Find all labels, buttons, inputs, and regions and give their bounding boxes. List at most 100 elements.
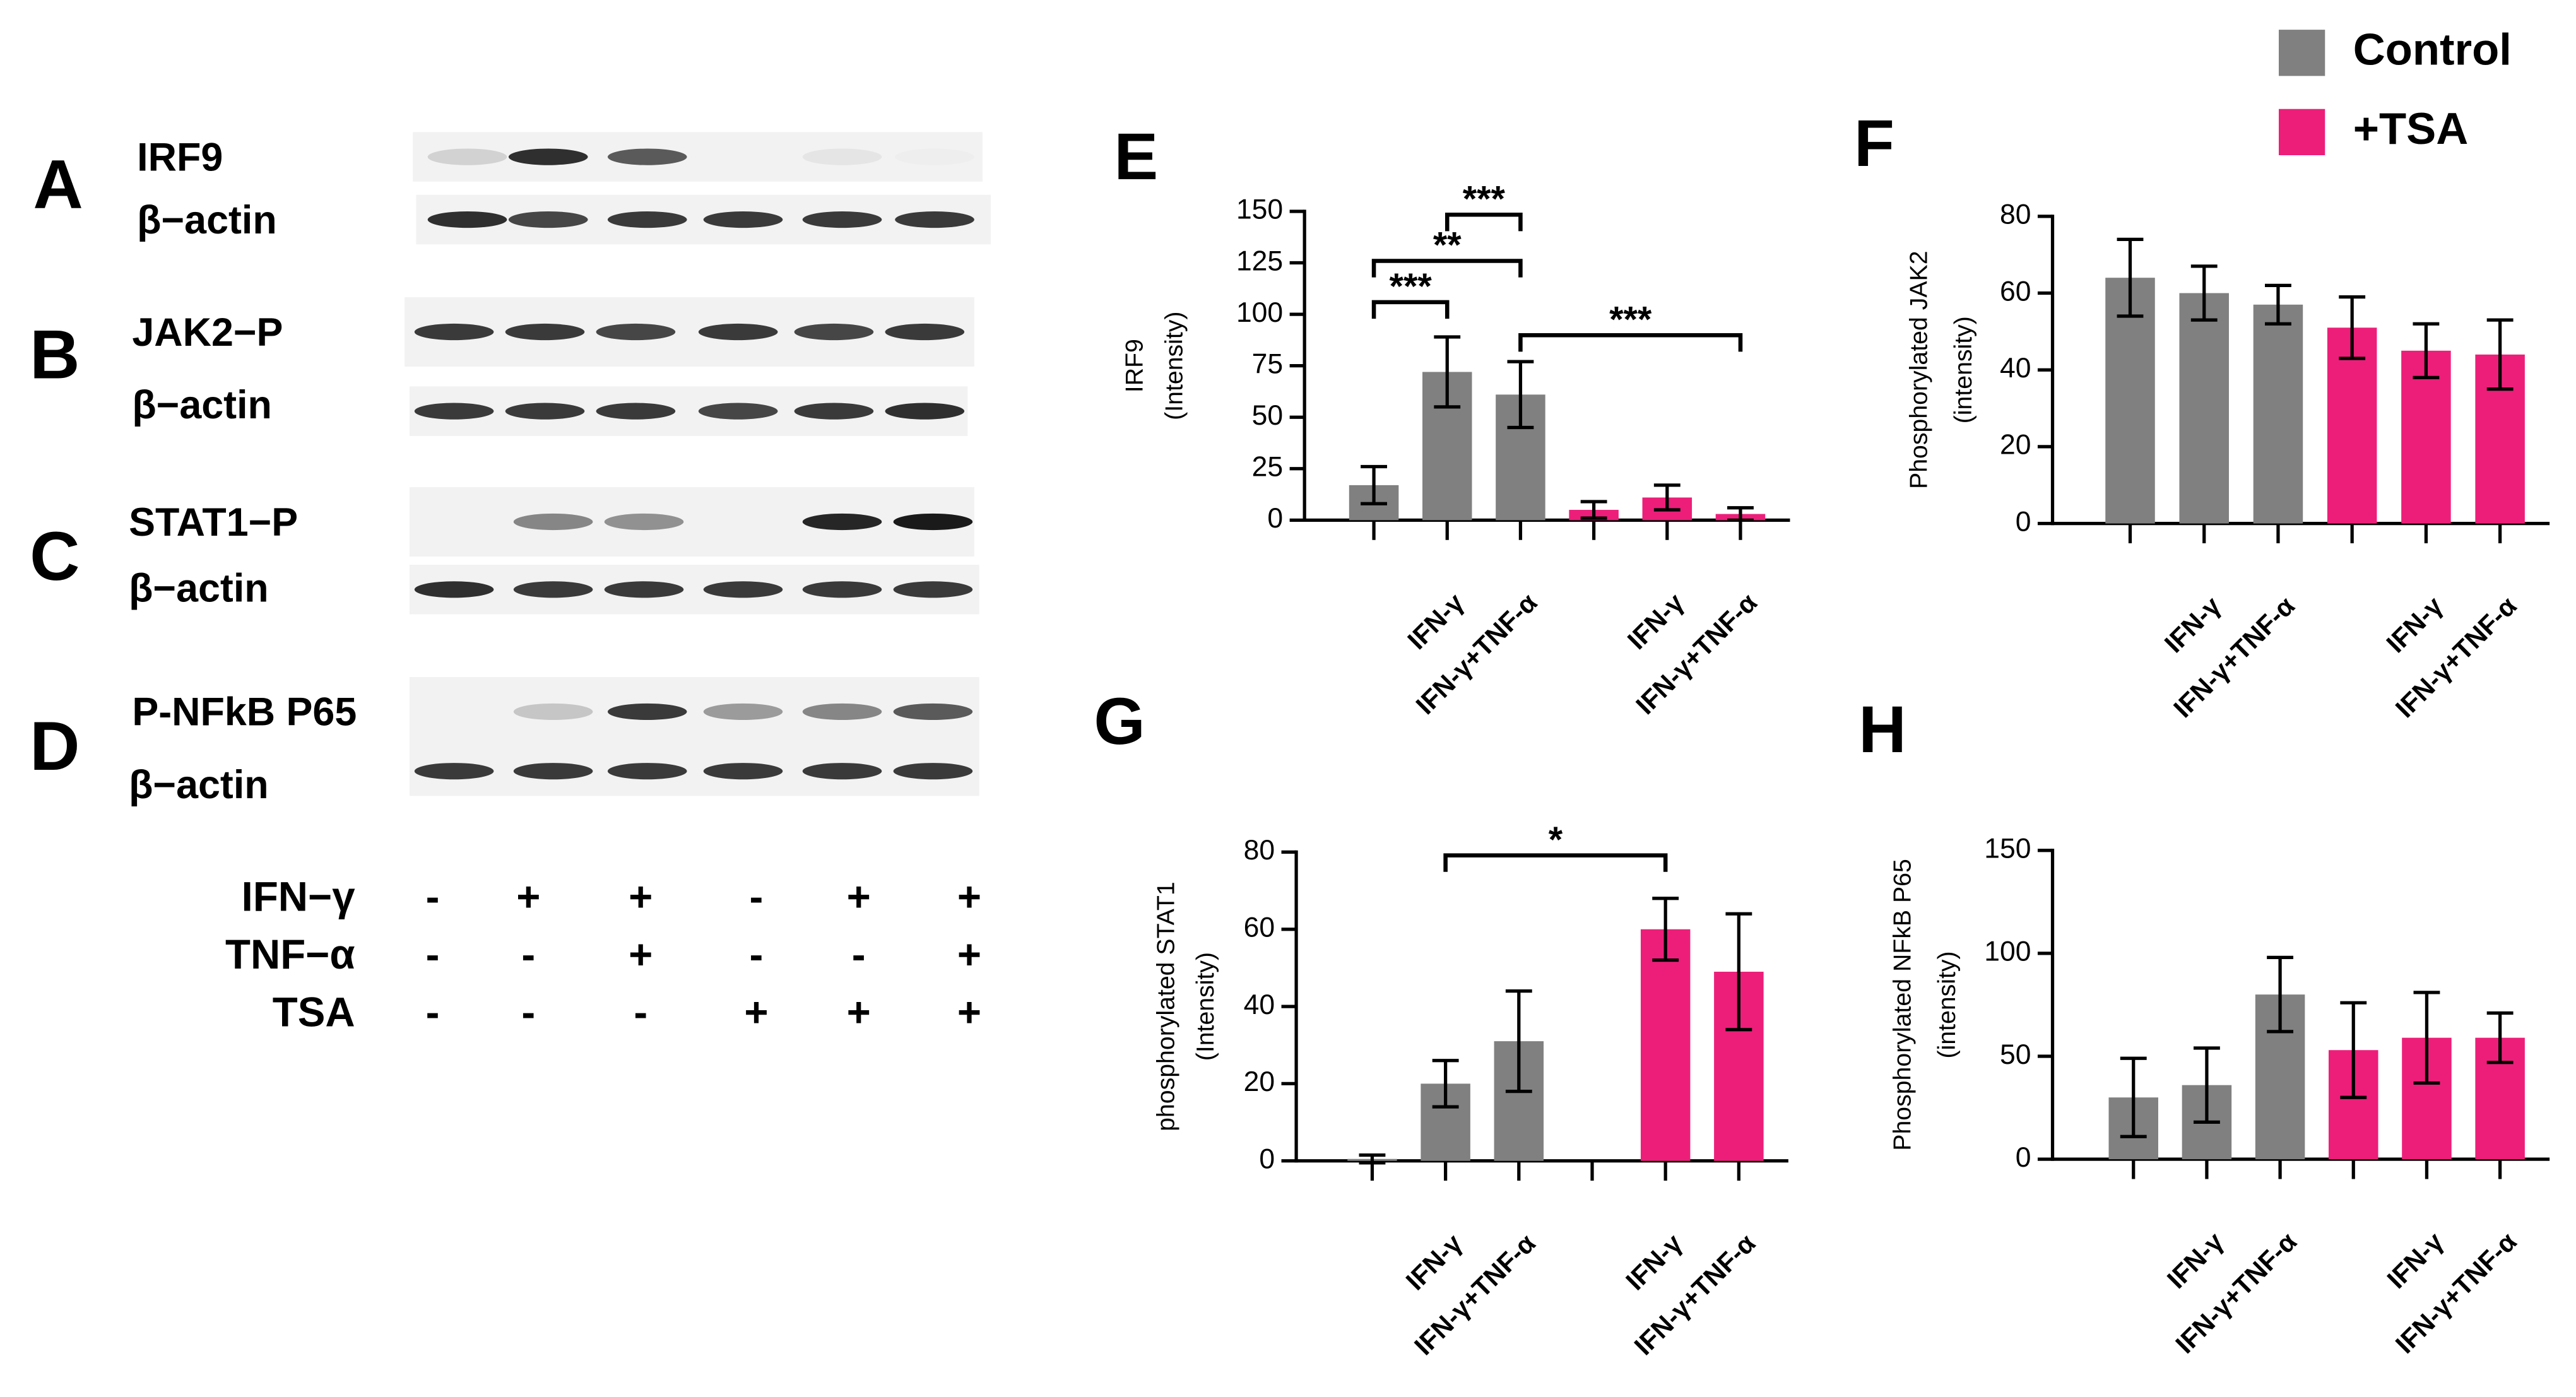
blot-band <box>703 703 783 721</box>
blot-band <box>893 763 973 780</box>
treatment-name: IFN−γ <box>242 874 356 920</box>
treatment-sign: + <box>516 874 540 920</box>
blot-band <box>513 703 593 721</box>
significance-label: * <box>1549 820 1563 860</box>
band-label: β−actin <box>137 198 277 242</box>
panel-letter: A <box>33 146 83 223</box>
blot-band <box>607 211 687 228</box>
treatment-sign: - <box>750 931 764 977</box>
treatment-sign: + <box>629 874 653 920</box>
bar <box>2327 327 2377 524</box>
blot-band <box>604 581 684 598</box>
legend-swatch <box>2279 30 2325 76</box>
panel-letter: C <box>30 518 80 595</box>
error-bar <box>1361 464 1387 505</box>
error-bar <box>2193 1046 2220 1124</box>
panel-letter: H <box>1858 693 1906 767</box>
treatment-sign: - <box>426 989 440 1035</box>
blot-strip <box>409 386 968 436</box>
error-bar <box>2120 1056 2147 1138</box>
x-tick-label: IFN-γ <box>2380 591 2449 659</box>
significance-bracket <box>1371 259 1523 278</box>
y-tick-label: 40 <box>1244 989 1275 1020</box>
treatment-sign: + <box>957 989 981 1035</box>
blot-band <box>508 148 588 165</box>
blot-band <box>596 323 676 341</box>
y-axis-label: IRF9 <box>1121 339 1149 392</box>
error-bar <box>1434 335 1461 409</box>
blot-band <box>794 323 874 341</box>
error-bar <box>2267 955 2294 1034</box>
blot-band <box>604 513 684 531</box>
treatment-name: TNF−α <box>225 931 355 977</box>
y-axis-label: (intensity) <box>1933 951 1961 1058</box>
significance-label: *** <box>1463 179 1506 219</box>
x-tick-label: IFN-γ <box>1622 587 1690 655</box>
blot-band <box>607 703 687 721</box>
significance-bracket <box>1371 300 1450 319</box>
legend-label: +TSA <box>2353 103 2469 153</box>
y-axis-label: phosphorylated STAT1 <box>1152 881 1179 1131</box>
blot-band <box>427 211 507 228</box>
error-bar <box>1652 897 1679 962</box>
treatment-sign: - <box>426 931 440 977</box>
y-axis-label: (Intensity) <box>1160 312 1188 420</box>
panel-letter: D <box>30 708 80 785</box>
band-label: β−actin <box>129 763 269 807</box>
treatment-sign: + <box>847 874 871 920</box>
blot-band <box>893 703 973 721</box>
blot-band <box>802 581 882 598</box>
x-tick-label: IFN-γ <box>2159 591 2227 659</box>
blot-strip <box>409 676 979 746</box>
y-tick-label: 75 <box>1252 348 1283 379</box>
x-tick-label: IFN-γ <box>1400 1228 1468 1296</box>
blot-band <box>802 513 882 531</box>
treatment-sign: + <box>629 931 653 977</box>
bar <box>2179 293 2229 524</box>
blot-band <box>414 581 494 598</box>
y-axis-label: Phosphorylated JAK2 <box>1905 251 1933 489</box>
panel-letter: G <box>1094 685 1145 758</box>
y-tick-label: 100 <box>1984 936 2031 967</box>
blot-strip <box>413 132 983 182</box>
treatment-sign: - <box>426 874 440 920</box>
y-tick-label: 50 <box>2000 1039 2031 1070</box>
treatment-sign: + <box>744 989 768 1035</box>
blot-band <box>414 323 494 341</box>
error-bar <box>2340 1001 2367 1099</box>
error-bar <box>1505 989 1532 1093</box>
panel-letter: E <box>1114 120 1158 194</box>
y-tick-label: 125 <box>1236 245 1283 276</box>
error-bar <box>2190 264 2218 322</box>
y-tick-label: 0 <box>1267 503 1283 534</box>
y-tick-label: 150 <box>1984 834 2031 864</box>
blot-band <box>802 148 882 165</box>
treatment-sign: - <box>852 931 866 977</box>
blot-band <box>802 763 882 780</box>
y-tick-label: 0 <box>2016 1142 2031 1173</box>
blot-strip <box>409 487 974 557</box>
y-tick-label: 60 <box>1244 912 1275 943</box>
error-bar <box>2486 318 2514 391</box>
blot-band <box>703 763 783 780</box>
y-tick-label: 40 <box>2000 353 2031 384</box>
bar <box>1640 929 1691 1161</box>
error-bar <box>1653 483 1681 512</box>
blot-band <box>508 211 588 228</box>
legend-swatch <box>2279 109 2325 155</box>
blot-band <box>505 323 585 341</box>
panel-letter: B <box>30 317 80 394</box>
blot-band <box>893 581 973 598</box>
error-bar <box>1432 1059 1459 1109</box>
blot-band <box>607 763 687 780</box>
blot-band <box>698 403 778 420</box>
error-bar <box>2413 991 2440 1085</box>
blot-strip <box>405 297 974 367</box>
error-bar <box>2265 283 2291 326</box>
blot-strip <box>409 746 979 796</box>
blot-band <box>802 703 882 721</box>
blot-band <box>794 403 874 420</box>
treatment-sign: - <box>750 874 764 920</box>
significance-label: *** <box>1390 266 1433 307</box>
blot-band <box>698 323 778 341</box>
